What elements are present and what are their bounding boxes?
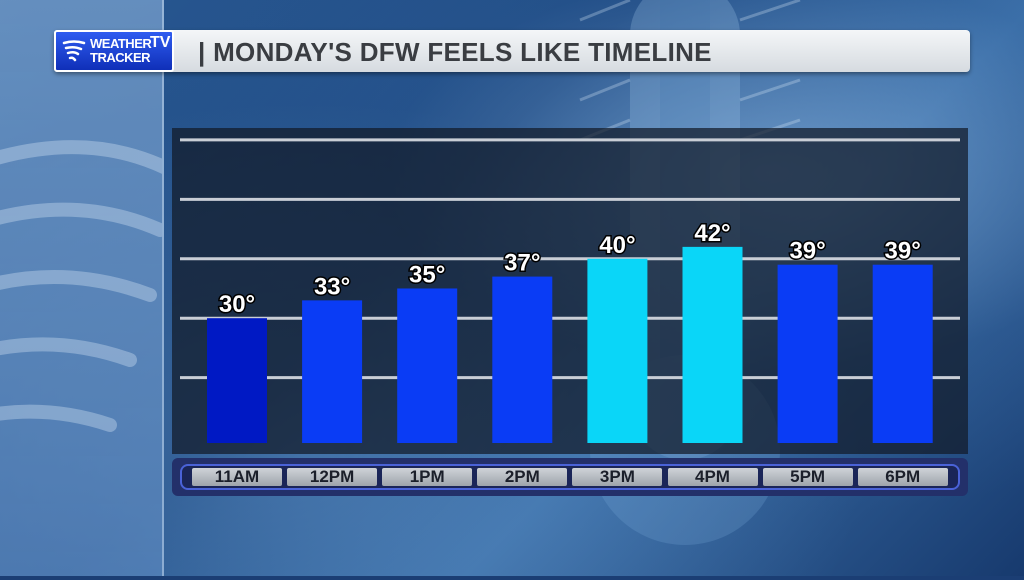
data-label-4pm: 42° <box>694 220 730 247</box>
logo-wordmark: WEATHER TRACKER <box>90 36 152 65</box>
tornado-icon <box>62 40 86 62</box>
bar-2pm <box>492 276 553 443</box>
data-label-3pm: 40° <box>599 232 635 259</box>
feels-like-bar-chart: 30° 33° 35° 37° 40° 42° 39° 39° <box>180 138 960 443</box>
tornado-watermark-icon <box>0 140 162 432</box>
data-label-2pm: 37° <box>504 250 540 277</box>
x-tick-11am: 11AM <box>192 468 282 486</box>
x-tick-5pm: 5PM <box>762 468 853 486</box>
bar-12pm <box>302 300 363 443</box>
bar-6pm <box>872 264 933 443</box>
x-tick-1pm: 1PM <box>382 468 473 486</box>
bar-1pm <box>397 288 458 443</box>
bar-4pm <box>682 246 743 443</box>
title-bar <box>54 30 970 72</box>
x-tick-12pm: 12PM <box>287 468 378 486</box>
data-label-1pm: 35° <box>409 261 445 288</box>
x-tick-6pm: 6PM <box>857 468 948 486</box>
data-label-12pm: 33° <box>314 273 350 300</box>
weather-tracker-logo: WEATHER TRACKER TV <box>54 30 174 72</box>
x-tick-3pm: 3PM <box>572 468 663 486</box>
data-label-5pm: 39° <box>789 238 825 265</box>
chart-panel: 30° 33° 35° 37° 40° 42° 39° 39° <box>172 128 968 454</box>
x-tick-4pm: 4PM <box>667 468 758 486</box>
data-label-11am: 30° <box>219 291 255 318</box>
page-title: | MONDAY'S DFW FEELS LIKE TIMELINE <box>198 37 712 67</box>
logo-line-2: TRACKER <box>90 50 151 65</box>
bar-11am <box>207 318 267 443</box>
left-decor-panel <box>0 0 164 576</box>
logo-tv: TV <box>150 34 171 51</box>
logo-line-1: WEATHER <box>90 36 152 51</box>
bar-3pm <box>587 258 648 443</box>
data-label-6pm: 39° <box>885 238 921 265</box>
x-tick-2pm: 2PM <box>477 468 568 486</box>
bar-5pm <box>777 264 838 443</box>
